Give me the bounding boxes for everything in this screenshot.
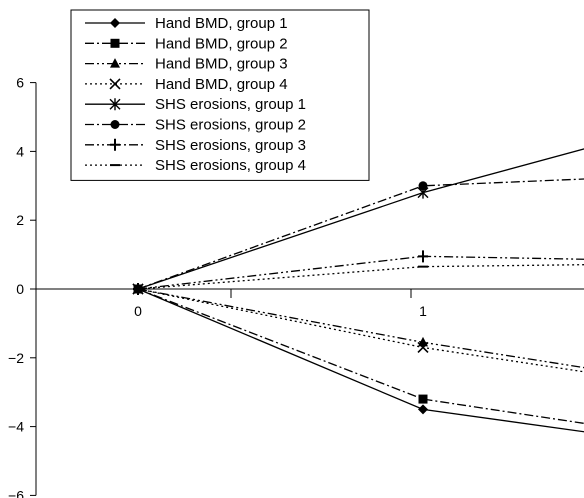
legend-marker [110,18,120,28]
series-line-3 [137,288,584,369]
marker-diamond [110,18,120,28]
marker-circle [110,120,120,129]
y-tick-label: 2 [16,212,24,228]
legend-marker [110,138,120,151]
marker-circle [418,181,428,191]
legend-marker [109,98,121,111]
x-tick-label: 0 [134,303,142,319]
legend-marker [110,58,120,68]
legend-label: Hand BMD, group 1 [155,15,288,32]
series-line-1 [137,288,584,433]
legend-marker [110,38,120,48]
marker-triangle [110,58,120,68]
legend-marker [109,78,121,90]
data-point [418,394,428,404]
legend-label: SHS erosions, group 4 [155,157,306,174]
marker-x [417,341,429,354]
marker-plus [418,250,428,263]
marker-diamond [418,404,428,415]
marker-plus [110,138,120,151]
legend-label: SHS erosions, group 1 [155,96,306,113]
legend-label: Hand BMD, group 3 [155,56,288,73]
legend-label: SHS erosions, group 3 [155,137,306,154]
marker-square [110,38,120,48]
y-tick-label: 4 [16,143,24,159]
data-point [418,404,428,415]
y-tick-label: −4 [8,419,24,435]
data-point [418,250,428,263]
marker-x [109,78,121,90]
series-line-2 [137,288,584,425]
series-line-6 [137,178,584,290]
y-tick-label: 0 [16,281,24,297]
y-tick-label: −6 [8,487,24,498]
legend-marker [110,120,120,129]
marker-asterisk [109,98,121,111]
series-line-7 [137,255,584,290]
data-point [417,341,429,354]
y-tick-label: −2 [8,350,24,366]
legend-box [70,9,370,181]
data-point [418,181,428,191]
x-tick-label: 1 [419,303,427,319]
legend-label: SHS erosions, group 2 [155,117,306,134]
marker-square [418,394,428,404]
legend-label: Hand BMD, group 4 [155,76,288,93]
legend-label: Hand BMD, group 2 [155,35,288,52]
y-tick-label: 6 [16,75,24,91]
